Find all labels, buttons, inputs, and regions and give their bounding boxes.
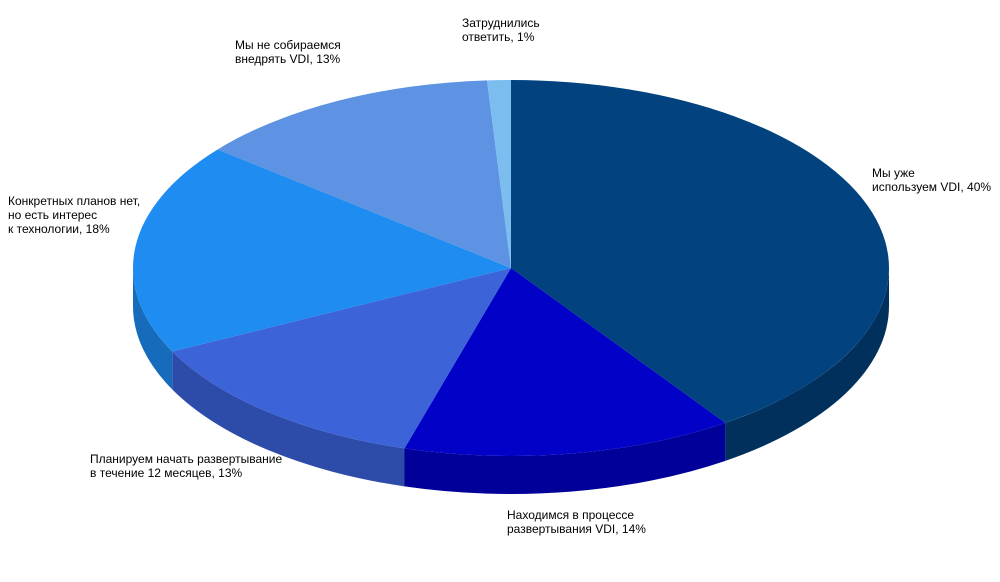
pie-slice-0 [511,80,889,423]
pie-slice-label-1: Находимся в процессе развертывания VDI, 1… [507,508,646,536]
pie-slice-label-3: Конкретных планов нет, но есть интерес к т… [8,194,140,236]
pie-slice-label-line: но есть интерес [8,208,98,222]
pie-slice-label-line: Конкретных планов нет, [8,194,141,208]
pie-slice-5 [487,80,511,268]
pie-slice-2 [172,268,512,449]
pie-top-faces [132,80,889,456]
pie-slice-1 [404,268,726,456]
pie-side-walls [133,268,889,494]
pie-slice-label-line: используем VDI, 40% [872,180,992,194]
pie-slice-4 [217,80,511,268]
pie-slice-label-line: внедрять VDI, 13% [235,52,341,66]
pie-slice-label-line: в течение 12 месяцев, 13% [90,466,243,480]
pie-slice-label-4: Мы не собираемся внедрять VDI, 13% [235,38,341,66]
pie-slice-label-line: развертывания VDI, 14% [507,522,646,536]
pie-slice-side-3 [133,268,173,390]
pie-slice-label-0: Мы уже используем VDI, 40% [872,166,991,194]
pie-slice-label-line: Мы уже [872,166,915,180]
pie-slice-label-line: Затруднились [462,16,540,30]
pie-slice-label-2: Планируем начать развертывание в течение … [90,452,282,480]
pie-slice-label-5: Затруднились ответить, 1% [462,16,540,44]
pie-slice-label-line: к технологии, 18% [8,222,110,236]
pie-slice-side-1 [404,422,726,494]
pie-slice-side-0 [725,268,889,461]
pie-slice-3 [132,149,511,352]
pie-slice-label-line: ответить, 1% [462,30,535,44]
pie-slice-label-line: Мы не собираемся [235,38,341,52]
pie-slice-side-2 [172,351,405,487]
pie-slice-label-line: Находимся в процессе [507,508,635,522]
pie-slice-label-line: Планируем начать развертывание [90,452,283,466]
